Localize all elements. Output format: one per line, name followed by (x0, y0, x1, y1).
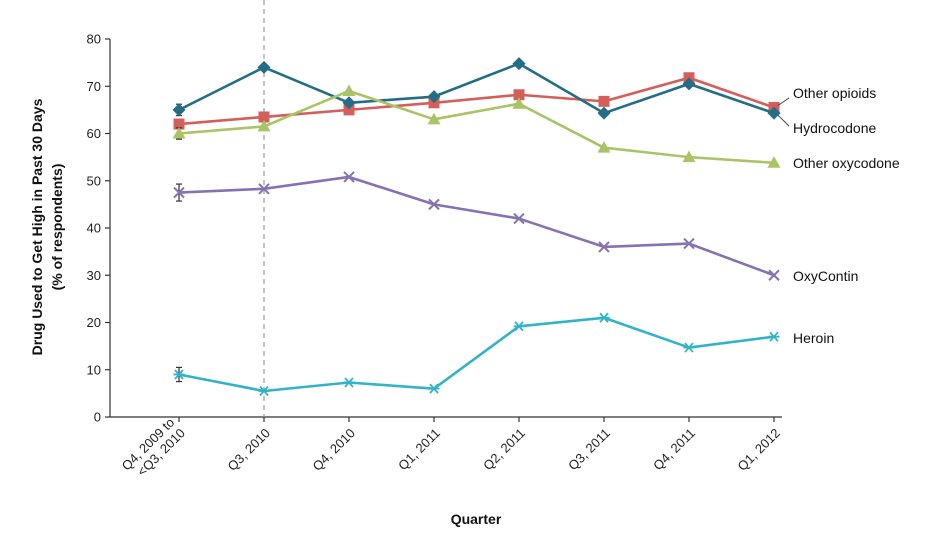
point-heroin (683, 342, 695, 353)
series-other-oxycodone (172, 84, 781, 168)
series-oxycontin (173, 171, 780, 281)
point-heroin (598, 312, 610, 323)
point-hydrocodone (767, 106, 781, 120)
x-tick-label-line: Q2, 2011 (480, 425, 528, 473)
point-hydrocodone (172, 103, 186, 117)
point-heroin-stroke (259, 385, 269, 397)
x-tick-label: Q3, 2011 (565, 425, 613, 473)
point-oxycontin-stroke (343, 171, 355, 183)
point-other-oxycodone (342, 84, 356, 96)
point-oxycontin (428, 198, 440, 211)
line-oxycontin (178, 175, 775, 277)
point-heroin (343, 377, 355, 388)
point-hydrocodone (257, 60, 271, 74)
point-other-oxycodone (172, 127, 186, 139)
series-heroin (173, 312, 780, 397)
line-other-oxycodone (178, 89, 775, 165)
point-hydrocodone (597, 106, 611, 120)
point-heroin-stroke (599, 312, 609, 323)
x-tick-label: Q4, 2009 to<Q3, 2010 (119, 415, 188, 479)
point-oxycontin-stroke (768, 269, 780, 281)
x-tick-label: Q2, 2011 (480, 425, 528, 473)
y-axis-title-line2: (% of respondents) (49, 164, 65, 291)
point-heroin (428, 383, 440, 394)
point-heroin (768, 331, 780, 342)
y-tick-label: 10 (87, 362, 101, 377)
point-oxycontin (258, 183, 270, 195)
series-label-other-oxycodone: Other oxycodone (793, 155, 900, 171)
series-label-heroin: Heroin (793, 330, 834, 346)
series-hydrocodone (172, 57, 781, 120)
y-tick-label: 40 (87, 221, 101, 236)
point-heroin-stroke (769, 331, 779, 342)
y-tick-label: 60 (87, 126, 101, 141)
point-oxycontin (343, 171, 355, 183)
point-oxycontin-stroke (683, 237, 695, 250)
point-other-opioids (258, 111, 270, 123)
point-oxycontin (598, 241, 610, 253)
x-tick-label-line: Q4, 2011 (650, 425, 698, 473)
point-oxycontin (173, 186, 185, 199)
series-group (172, 57, 781, 397)
y-tick-label: 0 (94, 410, 101, 425)
x-tick-label: Q3, 2010 (225, 425, 273, 473)
y-tick-label: 50 (87, 173, 101, 188)
point-heroin-stroke (429, 383, 439, 394)
labels-group: Other opioids Hydrocodone Other oxycodone O… (777, 85, 900, 346)
point-heroin (258, 385, 270, 397)
line-heroin (178, 316, 775, 393)
series-label-hydrocodone: Hydrocodone (793, 120, 876, 136)
point-other-opioids (343, 104, 355, 116)
point-heroin-stroke (174, 369, 184, 380)
point-hydrocodone (342, 96, 356, 110)
point-oxycontin-stroke (598, 241, 610, 253)
point-other-oxycodone (767, 156, 781, 168)
point-oxycontin-stroke (173, 186, 185, 199)
line-hydrocodone (178, 62, 775, 115)
point-oxycontin-stroke (428, 198, 440, 211)
point-oxycontin-stroke (513, 212, 525, 225)
label-connector-hydrocodone (777, 114, 790, 127)
point-heroin-stroke (344, 377, 354, 388)
x-tick-label: Q4, 2010 (310, 425, 358, 473)
y-axis-title-line1: Drug Used to Get High in Past 30 Days (29, 98, 45, 355)
y-tick-label: 70 (87, 79, 101, 94)
y-tick-label: 20 (87, 315, 101, 330)
point-heroin (173, 369, 185, 380)
x-tick-label-line: Q3, 2010 (225, 425, 273, 473)
point-heroin (513, 321, 525, 332)
point-other-oxycodone (682, 150, 696, 163)
x-tick-label-line: Q1, 2012 (735, 425, 783, 473)
point-hydrocodone (512, 57, 526, 71)
line-other-opioids (178, 76, 775, 126)
point-other-oxycodone (512, 97, 526, 109)
series-label-other-opioids: Other opioids (793, 85, 876, 101)
x-tick-label-line: Q4, 2010 (310, 425, 358, 473)
x-tick-label-line: Q1, 2011 (395, 425, 443, 473)
point-oxycontin-stroke (258, 183, 270, 195)
point-heroin-stroke (684, 342, 694, 353)
y-tick-label: 80 (87, 32, 101, 47)
x-tick-label: Q4, 2011 (650, 425, 698, 473)
point-other-opioids (173, 118, 185, 130)
point-hydrocodone (427, 90, 441, 104)
x-tick-label: Q1, 2011 (395, 425, 443, 473)
x-tick-label: Q1, 2012 (735, 425, 783, 473)
point-oxycontin (768, 269, 780, 281)
point-other-oxycodone (427, 112, 441, 125)
label-connector-other-opioids (777, 97, 790, 106)
point-other-oxycodone (597, 141, 611, 153)
point-other-opioids (513, 89, 525, 101)
series-label-oxycontin: OxyContin (793, 268, 858, 284)
point-other-opioids (598, 95, 610, 107)
x-axis-title: Quarter (451, 511, 502, 527)
y-tick-label: 30 (87, 268, 101, 283)
point-hydrocodone (682, 77, 696, 91)
point-oxycontin (513, 212, 525, 225)
point-oxycontin (683, 237, 695, 250)
point-heroin-stroke (514, 321, 524, 332)
x-tick-label-line: Q3, 2011 (565, 425, 613, 473)
point-other-oxycodone (257, 119, 271, 132)
